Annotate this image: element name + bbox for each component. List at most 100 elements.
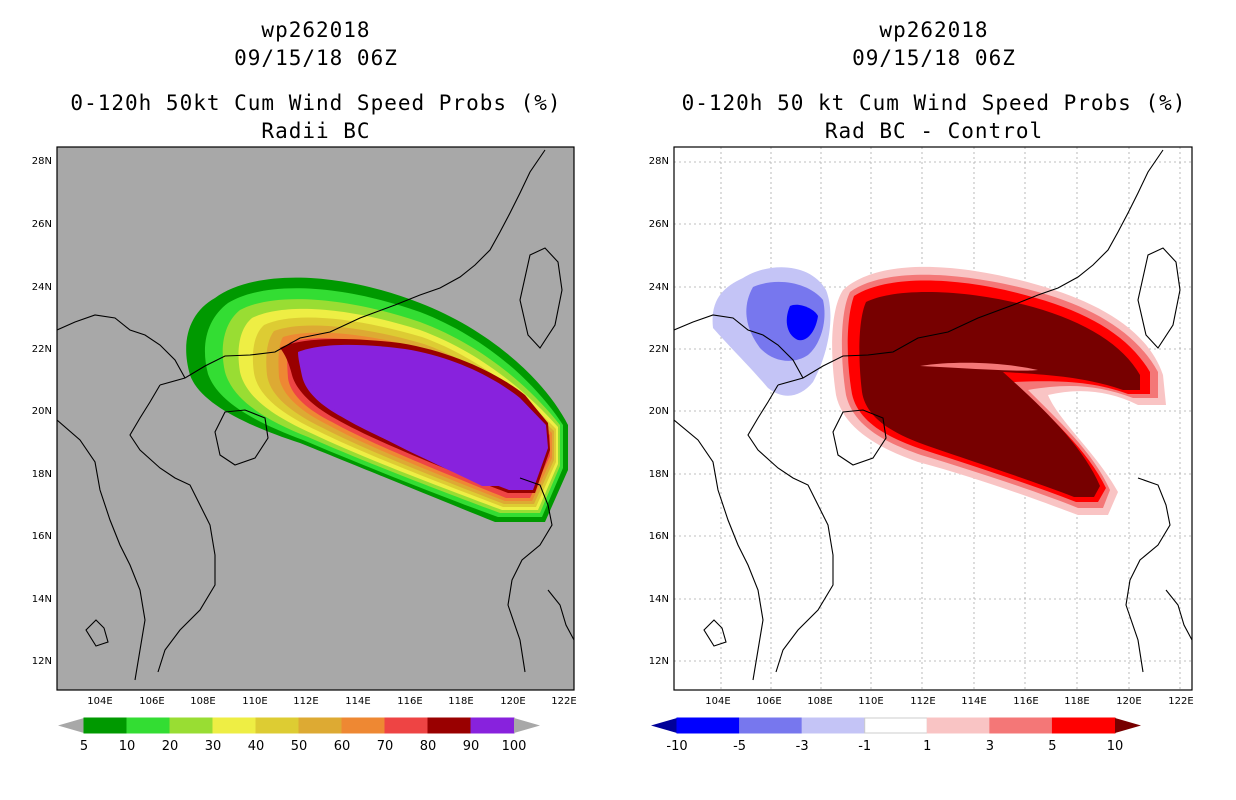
y-tick-label: 24N bbox=[649, 282, 669, 293]
right-chart-title: 0-120h 50 kt Cum Wind Speed Probs (%) bbox=[681, 91, 1187, 115]
colorbar-label: -1 bbox=[858, 739, 871, 754]
colorbar-swatch bbox=[739, 717, 803, 734]
colorbar-swatch bbox=[255, 717, 300, 734]
y-tick-label: 28N bbox=[649, 156, 669, 167]
y-tick-label: 20N bbox=[649, 406, 669, 417]
y-tick-label: 12N bbox=[32, 656, 52, 667]
x-tick-label: 104E bbox=[87, 696, 112, 707]
colorbar-label: 20 bbox=[162, 739, 179, 754]
colorbar-label: 5 bbox=[1048, 739, 1056, 754]
y-tick-label: 16N bbox=[32, 531, 52, 542]
left-y-axis: 28N 26N 24N 22N 20N 18N 16N 14N 12N bbox=[32, 156, 52, 667]
x-tick-label: 118E bbox=[1064, 696, 1089, 707]
x-tick-label: 106E bbox=[139, 696, 164, 707]
left-datetime: 09/15/18 06Z bbox=[234, 46, 398, 70]
right-x-axis: 104E 106E 108E 110E 112E 114E 116E 118E … bbox=[705, 696, 1193, 707]
colorbar-swatch bbox=[1051, 717, 1116, 734]
right-storm-id: wp262018 bbox=[879, 18, 989, 42]
y-tick-label: 26N bbox=[32, 219, 52, 230]
left-chart-subtitle: Radii BC bbox=[261, 119, 371, 143]
colorbar-label: 60 bbox=[334, 739, 351, 754]
colorbar-label: 10 bbox=[1107, 739, 1124, 754]
x-tick-label: 122E bbox=[551, 696, 576, 707]
colorbar-label: 50 bbox=[291, 739, 308, 754]
x-tick-label: 116E bbox=[397, 696, 422, 707]
left-chart-title: 0-120h 50kt Cum Wind Speed Probs (%) bbox=[70, 91, 562, 115]
y-tick-label: 20N bbox=[32, 406, 52, 417]
right-datetime: 09/15/18 06Z bbox=[852, 46, 1016, 70]
right-difference-map: 28N 26N 24N 22N 20N 18N 16N 14N 12N 104E… bbox=[649, 146, 1194, 754]
colorbar-label: -10 bbox=[666, 739, 687, 754]
left-colorbar: 5 10 20 30 40 50 60 70 80 90 100 bbox=[58, 717, 540, 754]
x-tick-label: 118E bbox=[448, 696, 473, 707]
y-tick-label: 14N bbox=[32, 594, 52, 605]
y-tick-label: 24N bbox=[32, 282, 52, 293]
x-tick-label: 120E bbox=[500, 696, 525, 707]
x-tick-label: 110E bbox=[242, 696, 267, 707]
right-chart-subtitle: Rad BC - Control bbox=[824, 119, 1044, 143]
y-tick-label: 12N bbox=[649, 656, 669, 667]
x-tick-label: 110E bbox=[858, 696, 883, 707]
coastlines bbox=[57, 149, 574, 681]
left-storm-id: wp262018 bbox=[261, 18, 371, 42]
colorbar-label: 10 bbox=[119, 739, 136, 754]
colorbar-over-arrow bbox=[1115, 718, 1141, 733]
x-tick-label: 112E bbox=[910, 696, 935, 707]
colorbar-label: 100 bbox=[502, 739, 527, 754]
colorbar-swatch bbox=[212, 717, 257, 734]
x-tick-label: 114E bbox=[345, 696, 370, 707]
colorbar-swatch bbox=[676, 717, 741, 734]
y-tick-label: 26N bbox=[649, 219, 669, 230]
colorbar-under-arrow bbox=[651, 718, 677, 733]
colorbar-label: 40 bbox=[248, 739, 265, 754]
colorbar-label: 80 bbox=[420, 739, 437, 754]
colorbar-swatch bbox=[341, 717, 386, 734]
colorbar-swatch bbox=[470, 717, 515, 734]
colorbar-swatch bbox=[83, 717, 128, 734]
right-y-axis: 28N 26N 24N 22N 20N 18N 16N 14N 12N bbox=[649, 156, 669, 667]
difference-band-positive-10 bbox=[859, 292, 1140, 497]
colorbar-under-arrow bbox=[58, 718, 84, 733]
colorbar-label: 30 bbox=[205, 739, 222, 754]
y-tick-label: 18N bbox=[32, 469, 52, 480]
y-tick-label: 16N bbox=[649, 531, 669, 542]
x-tick-label: 104E bbox=[705, 696, 730, 707]
colorbar-swatch bbox=[926, 717, 991, 734]
colorbar-label: 1 bbox=[923, 739, 931, 754]
coastlines bbox=[674, 149, 1192, 681]
colorbar-swatch bbox=[169, 717, 214, 734]
difference-band-negative-5 bbox=[786, 304, 818, 341]
colorbar-swatch bbox=[126, 717, 171, 734]
colorbar-label: -3 bbox=[796, 739, 809, 754]
left-probability-map: 28N 26N 24N 22N 20N 18N 16N 14N 12N 104E… bbox=[32, 146, 577, 754]
difference-band-negative-3 bbox=[746, 281, 825, 361]
colorbar-label: 5 bbox=[80, 739, 88, 754]
x-tick-label: 114E bbox=[961, 696, 986, 707]
colorbar-label: 3 bbox=[986, 739, 994, 754]
x-tick-label: 106E bbox=[756, 696, 781, 707]
colorbar-swatch bbox=[384, 717, 429, 734]
colorbar-swatch bbox=[298, 717, 343, 734]
y-tick-label: 22N bbox=[649, 344, 669, 355]
x-tick-label: 108E bbox=[807, 696, 832, 707]
y-tick-label: 14N bbox=[649, 594, 669, 605]
x-tick-label: 120E bbox=[1116, 696, 1141, 707]
colorbar-label: 90 bbox=[463, 739, 480, 754]
colorbar-swatch bbox=[864, 717, 928, 734]
colorbar-label: -5 bbox=[733, 739, 746, 754]
y-tick-label: 28N bbox=[32, 156, 52, 167]
colorbar-swatch bbox=[989, 717, 1053, 734]
colorbar-swatch bbox=[427, 717, 472, 734]
y-tick-label: 22N bbox=[32, 344, 52, 355]
colorbar-label: 70 bbox=[377, 739, 394, 754]
probability-band-100 bbox=[300, 347, 546, 486]
x-tick-label: 116E bbox=[1013, 696, 1038, 707]
x-tick-label: 122E bbox=[1168, 696, 1193, 707]
right-colorbar: -10 -5 -3 -1 1 3 5 10 bbox=[651, 717, 1141, 754]
left-x-axis: 104E 106E 108E 110E 112E 114E 116E 118E … bbox=[87, 696, 576, 707]
x-tick-label: 108E bbox=[190, 696, 215, 707]
colorbar-swatch bbox=[801, 717, 866, 734]
y-tick-label: 18N bbox=[649, 469, 669, 480]
colorbar-over-arrow bbox=[514, 718, 540, 733]
x-tick-label: 112E bbox=[293, 696, 318, 707]
